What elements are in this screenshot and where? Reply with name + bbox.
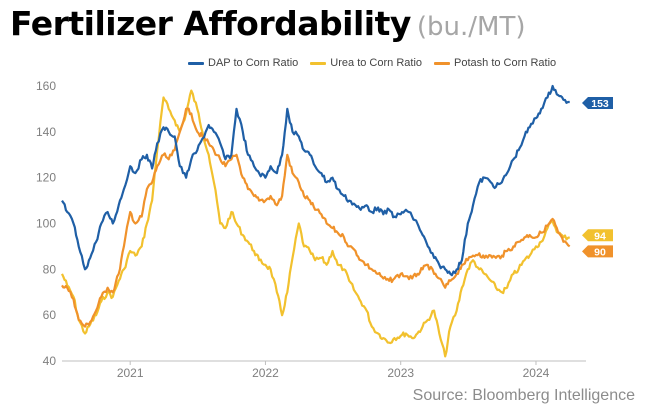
- source-note: Source: Bloomberg Intelligence: [412, 387, 635, 404]
- title-unit: (bu./MT): [416, 12, 526, 42]
- y-tick-label: 100: [36, 217, 56, 231]
- series-line-dap-to-corn-ratio: [61, 84, 570, 277]
- end-label-tag: [582, 245, 613, 258]
- y-tick-label: 160: [36, 79, 56, 93]
- legend-swatch-dap: [188, 61, 204, 65]
- y-tick-label: 80: [43, 262, 57, 276]
- legend-swatch-potash: [434, 61, 451, 65]
- end-label-value: 153: [591, 98, 609, 110]
- end-label-tag: [582, 229, 613, 242]
- legend-swatch-urea: [310, 61, 327, 65]
- chart-title: Fertilizer Affordability (bu./MT): [10, 4, 525, 43]
- end-value-labels: 153 94 90: [582, 97, 613, 258]
- y-tick-label: 140: [36, 125, 56, 139]
- legend-item-urea: Urea to Corn Ratio: [310, 57, 422, 69]
- end-label-value: 90: [594, 246, 606, 258]
- y-tick-label: 120: [36, 171, 56, 185]
- y-tick-label: 60: [43, 308, 57, 322]
- legend-item-dap: DAP to Corn Ratio: [188, 57, 298, 69]
- legend-label-potash: Potash to Corn Ratio: [454, 57, 557, 69]
- end-label-tag: [582, 97, 613, 110]
- chart-series: [61, 84, 571, 358]
- x-tick-label: 2024: [523, 366, 550, 380]
- chart-axes: 40 60 80 100 120 140 160 2021 2022 2023 2024: [36, 79, 586, 380]
- end-label-value: 94: [594, 230, 606, 242]
- series-line-urea-to-corn-ratio: [61, 89, 571, 358]
- legend-label-urea: Urea to Corn Ratio: [330, 57, 423, 69]
- x-tick-label: 2023: [387, 366, 414, 380]
- legend-item-potash: Potash to Corn Ratio: [434, 57, 556, 69]
- x-tick-label: 2021: [117, 366, 144, 380]
- legend: DAP to Corn Ratio Urea to Corn Ratio Pot…: [188, 57, 556, 69]
- title-text: Fertilizer Affordability: [10, 4, 411, 43]
- legend-label-dap: DAP to Corn Ratio: [208, 57, 299, 69]
- x-tick-label: 2022: [252, 366, 279, 380]
- series-line-potash-to-corn-ratio: [61, 107, 571, 328]
- y-tick-label: 40: [43, 354, 57, 368]
